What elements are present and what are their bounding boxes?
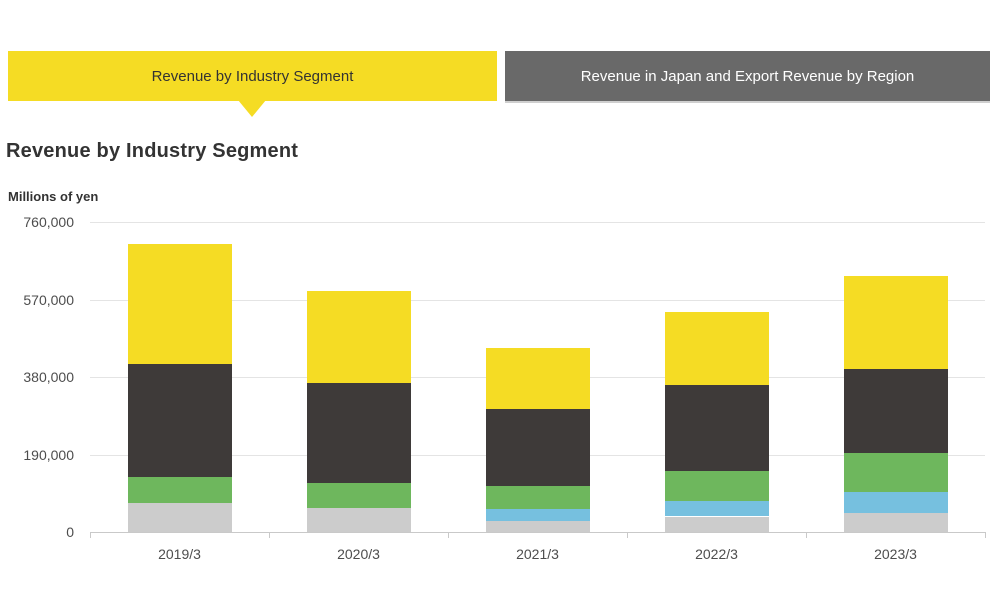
tab-revenue-japan-and-export-by-region[interactable]: Revenue in Japan and Export Revenue by R… bbox=[505, 51, 990, 101]
y-axis-tick-label: 760,000 bbox=[23, 214, 74, 230]
x-axis-tick bbox=[806, 532, 807, 538]
tab-revenue-japan-and-export-by-region-label: Revenue in Japan and Export Revenue by R… bbox=[580, 67, 915, 85]
x-axis-category-label: 2020/3 bbox=[337, 546, 380, 562]
x-axis-tick bbox=[627, 532, 628, 538]
bar-segment-yellow[interactable] bbox=[127, 243, 232, 365]
bar-segment-light-gray[interactable] bbox=[127, 503, 232, 532]
bar-segment-light-gray[interactable] bbox=[664, 516, 769, 532]
bar-segment-dark-gray[interactable] bbox=[127, 364, 232, 477]
bar-segment-yellow[interactable] bbox=[843, 275, 948, 369]
x-axis-line bbox=[90, 532, 985, 533]
bar-segment-light-blue[interactable] bbox=[664, 500, 769, 517]
x-axis-category-label: 2023/3 bbox=[874, 546, 917, 562]
bar-segment-green[interactable] bbox=[127, 476, 232, 504]
gridline bbox=[90, 222, 985, 223]
x-axis-tick bbox=[90, 532, 91, 538]
bar-segment-light-gray[interactable] bbox=[485, 521, 590, 532]
active-tab-pointer-icon bbox=[238, 100, 266, 117]
y-axis-tick-label: 0 bbox=[66, 524, 74, 540]
y-axis-tick-label: 570,000 bbox=[23, 291, 74, 308]
gridline bbox=[90, 299, 985, 301]
bar-segment-yellow[interactable] bbox=[306, 290, 411, 384]
y-axis-tick-label: 380,000 bbox=[23, 369, 74, 385]
bar-segment-dark-gray[interactable] bbox=[485, 408, 590, 487]
tab-revenue-by-industry-segment[interactable]: Revenue by Industry Segment bbox=[8, 51, 497, 101]
bar-segment-light-blue[interactable] bbox=[485, 509, 590, 522]
bar-segment-yellow[interactable] bbox=[664, 312, 769, 385]
bar-segment-green[interactable] bbox=[306, 483, 411, 508]
y-axis-tick-label: 190,000 bbox=[23, 446, 74, 463]
x-axis-category-label: 2022/3 bbox=[695, 546, 738, 562]
tab-revenue-by-industry-segment-label: Revenue by Industry Segment bbox=[151, 67, 354, 85]
bar-segment-light-blue[interactable] bbox=[843, 492, 948, 514]
x-axis-category-label: 2019/3 bbox=[158, 546, 201, 562]
x-axis-category-label: 2021/3 bbox=[516, 546, 559, 562]
bar-segment-dark-gray[interactable] bbox=[664, 384, 769, 472]
bar-segment-light-gray[interactable] bbox=[306, 507, 411, 532]
x-axis-tick bbox=[269, 532, 270, 538]
page-title: Revenue by Industry Segment bbox=[6, 140, 299, 162]
y-axis-unit-label: Millions of yen bbox=[8, 189, 99, 204]
bar-segment-dark-gray[interactable] bbox=[306, 383, 411, 484]
bar-segment-light-gray[interactable] bbox=[843, 513, 948, 532]
bar-segment-yellow[interactable] bbox=[485, 348, 590, 409]
bar-segment-green[interactable] bbox=[843, 452, 948, 493]
bar-segment-green[interactable] bbox=[485, 486, 590, 510]
x-axis-tick bbox=[985, 532, 986, 538]
bar-segment-dark-gray[interactable] bbox=[843, 368, 948, 453]
bar-segment-green[interactable] bbox=[664, 471, 769, 501]
x-axis-tick bbox=[448, 532, 449, 538]
